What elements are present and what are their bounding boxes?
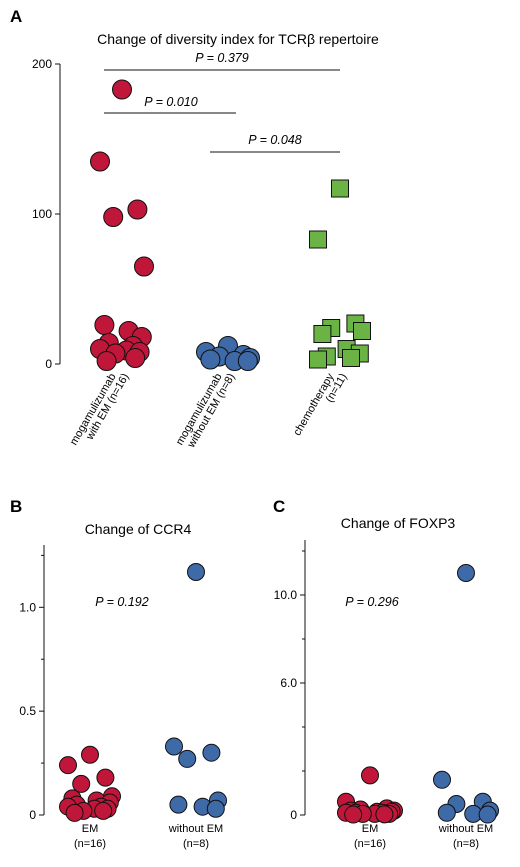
data-point — [125, 348, 146, 368]
data-point — [165, 737, 183, 756]
panel-a-title: Change of diversity index for TCRβ reper… — [97, 31, 379, 47]
y-tick-label: 0 — [290, 808, 297, 822]
panel-letter-a: A — [10, 7, 22, 26]
data-point — [94, 801, 113, 820]
data-point — [96, 768, 115, 787]
data-point — [361, 766, 379, 785]
data-point — [375, 805, 394, 824]
panel-letter-c: C — [273, 497, 285, 516]
data-point — [127, 199, 148, 220]
category-label: EM — [82, 823, 99, 835]
p-value-label: P = 0.010 — [144, 95, 197, 109]
category-label: (n=16) — [354, 838, 386, 850]
y-tick-label: 100 — [32, 207, 52, 221]
y-tick-label: 6.0 — [280, 676, 297, 690]
data-point — [353, 322, 371, 340]
data-point — [59, 756, 77, 775]
data-point — [187, 563, 205, 581]
y-tick-label: 10.0 — [274, 588, 298, 602]
data-point — [112, 79, 132, 100]
panel-c-title: Change of FOXP3 — [341, 515, 456, 531]
data-point — [134, 256, 154, 277]
data-point — [309, 350, 327, 369]
data-point — [94, 315, 115, 335]
data-point — [313, 325, 332, 343]
data-point — [200, 349, 221, 370]
data-point — [178, 749, 197, 768]
data-point — [103, 207, 124, 227]
data-point — [344, 805, 363, 824]
data-point — [202, 743, 221, 762]
data-point — [169, 795, 188, 814]
data-point — [81, 745, 99, 764]
p-value-label: P = 0.379 — [195, 51, 248, 65]
data-point — [237, 351, 258, 371]
data-point — [96, 351, 117, 371]
data-point — [65, 803, 84, 822]
data-point — [478, 805, 497, 824]
y-tick-label: 0.5 — [19, 704, 36, 718]
panel-letter-b: B — [10, 497, 22, 516]
category-label: without EM — [168, 823, 223, 835]
category-label: (n=16) — [74, 838, 106, 850]
data-point — [309, 230, 327, 249]
data-point — [457, 564, 475, 582]
panel-b-title: Change of CCR4 — [85, 521, 192, 537]
y-tick-label: 0 — [29, 808, 36, 822]
category-label: (n=8) — [183, 838, 209, 850]
p-value-label: P = 0.048 — [248, 133, 301, 147]
category-label: without EM — [438, 823, 493, 835]
y-tick-label: 200 — [32, 57, 52, 71]
data-point — [433, 770, 451, 789]
data-point — [437, 803, 456, 822]
category-label: (n=8) — [453, 838, 479, 850]
data-point — [331, 179, 349, 198]
y-tick-label: 1.0 — [19, 600, 36, 614]
data-point — [72, 774, 91, 793]
category-label: EM — [362, 823, 379, 835]
data-point — [342, 349, 360, 367]
category-label: chemotherapy — [291, 371, 336, 438]
p-value-label: P = 0.296 — [345, 595, 398, 609]
y-tick-label: 0 — [45, 357, 52, 371]
p-value-label: P = 0.192 — [95, 595, 148, 609]
data-point — [206, 799, 225, 818]
data-point — [90, 151, 110, 172]
